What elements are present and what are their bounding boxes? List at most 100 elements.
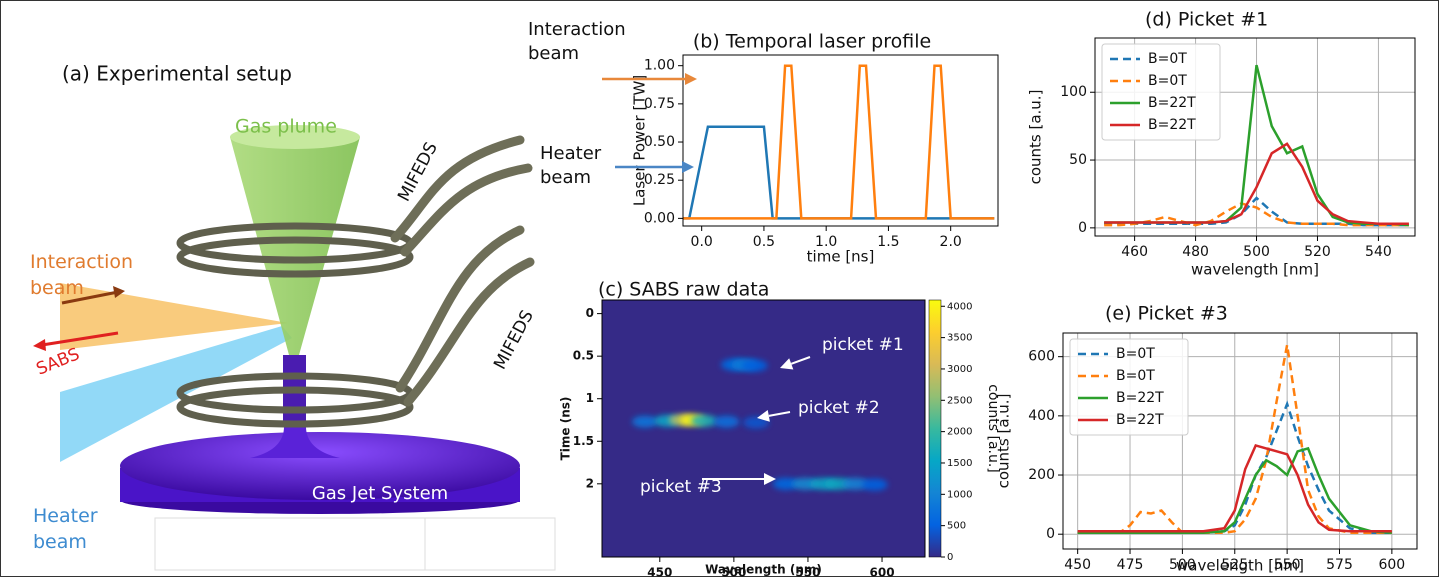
chart-title: (b) Temporal laser profile — [693, 31, 931, 53]
legend-label: B=22T — [1148, 95, 1196, 111]
arrow — [790, 356, 811, 365]
label: SABS — [33, 344, 82, 379]
annotation: picket #2 — [798, 398, 880, 418]
legend-label: B=0T — [1116, 346, 1155, 362]
arrow-head — [685, 73, 697, 85]
x-tick-label: 0.5 — [753, 234, 775, 250]
y-tick-label: 200 — [1028, 467, 1055, 483]
x-tick-label: 600 — [1378, 557, 1405, 573]
x-tick-label: 500 — [721, 566, 746, 577]
arrow-head — [113, 286, 125, 298]
x-tick-label: 480 — [1182, 244, 1209, 260]
y-tick-label: 0 — [586, 306, 594, 320]
y-tick-label: 0 — [1078, 220, 1087, 236]
x-tick-label: 575 — [1326, 557, 1353, 573]
y-tick-label: 0.00 — [644, 210, 675, 226]
intensity-spot — [791, 477, 818, 490]
annotation: Interaction beam — [528, 18, 626, 67]
axes-frame — [1094, 37, 1416, 237]
intensity-spot — [772, 477, 799, 490]
label: MIFEDS — [490, 307, 538, 373]
x-tick-label: 525 — [1221, 557, 1248, 573]
x-tick-label: 500 — [1243, 244, 1270, 260]
x-axis-label: time [ns] — [807, 248, 875, 266]
y-axis-label: Laser Power [TW] — [631, 75, 649, 206]
legend-label: B=22T — [1116, 412, 1164, 428]
legend-label: B=0T — [1116, 368, 1155, 384]
axes-frame — [1062, 332, 1418, 550]
y-tick-label: 1 — [586, 391, 594, 405]
intensity-spot — [741, 359, 768, 372]
annotation: Heater beam — [540, 142, 615, 191]
y-tick-label: 400 — [1028, 408, 1055, 424]
y-tick-label: 100 — [1060, 84, 1087, 100]
series-line — [1077, 344, 1392, 534]
label: Interaction beam — [30, 251, 134, 299]
intensity-spot — [824, 477, 851, 490]
chart-title: (c) SABS raw data — [598, 279, 769, 301]
colorbar-tick-label: 500 — [947, 521, 966, 532]
arrow — [41, 331, 119, 347]
arrow — [61, 290, 119, 305]
intensity-spot — [861, 478, 888, 491]
x-tick-label: 500 — [1169, 557, 1196, 573]
series-line — [1077, 400, 1392, 534]
legend-box — [1101, 43, 1221, 141]
y-tick-label: 1.00 — [644, 58, 675, 74]
arrow-head — [33, 339, 46, 351]
x-tick-label: 550 — [795, 566, 820, 577]
y-tick-label: 600 — [1028, 349, 1055, 365]
axes-frame — [682, 54, 999, 227]
x-axis-label: wavelength [nm] — [1191, 261, 1319, 279]
arrow — [768, 411, 791, 417]
blank-box — [154, 517, 426, 571]
annotation: picket #1 — [822, 335, 904, 355]
x-tick-label: 540 — [1365, 244, 1392, 260]
y-tick-label: 0 — [1046, 526, 1055, 542]
x-tick-label: 450 — [647, 566, 672, 577]
series-line — [1077, 446, 1392, 534]
intensity-spot — [842, 477, 869, 490]
y-tick-label: 1.5 — [573, 434, 594, 448]
axes-frame — [601, 299, 926, 558]
y-tick-label: 0.50 — [644, 134, 675, 150]
intensity-spot — [713, 415, 740, 428]
x-axis-label: Wavelength (nm) — [705, 563, 822, 577]
series-line — [1104, 202, 1409, 227]
colorbar-tick-label: 3000 — [947, 364, 972, 375]
legend-label: B=22T — [1116, 390, 1164, 406]
intensity-spot — [631, 415, 658, 428]
label: Heater beam — [33, 505, 98, 553]
series-line — [1077, 443, 1392, 533]
legend-label: B=22T — [1148, 117, 1196, 133]
y-axis-label: counts [a.u.] — [1027, 90, 1045, 185]
x-tick-label: 600 — [870, 566, 895, 577]
colorbar-tick-label: 1000 — [947, 489, 972, 500]
y-tick-label: 0.5 — [573, 349, 594, 363]
x-tick-label: 1.0 — [815, 234, 837, 250]
arrow-head — [764, 473, 776, 485]
series-line — [1104, 142, 1409, 226]
y-tick-label: 0.75 — [644, 96, 675, 112]
x-tick-label: 1.5 — [877, 234, 899, 250]
colorbar-tick-label: 3500 — [947, 333, 972, 344]
colorbar-tick-label: 4000 — [947, 301, 972, 312]
legend-label: B=0T — [1148, 73, 1187, 89]
arrow-head — [780, 358, 794, 370]
arrow-head — [757, 409, 770, 422]
blank-box — [424, 517, 556, 571]
label: Gas plume — [235, 116, 337, 138]
series-line — [1104, 196, 1409, 227]
x-tick-label: 460 — [1121, 244, 1148, 260]
colorbar-tick-label: 2000 — [947, 427, 972, 438]
arrow-head — [682, 161, 694, 173]
colorbar-tick-label: 1500 — [947, 458, 972, 469]
colorbar — [928, 299, 942, 558]
x-tick-label: 450 — [1064, 557, 1091, 573]
y-tick-label: 2 — [586, 476, 594, 490]
colorbar-tick-label: 0 — [947, 552, 953, 563]
colorbar-tick-label: 2500 — [947, 395, 972, 406]
panel-title: (a) Experimental setup — [62, 62, 292, 86]
